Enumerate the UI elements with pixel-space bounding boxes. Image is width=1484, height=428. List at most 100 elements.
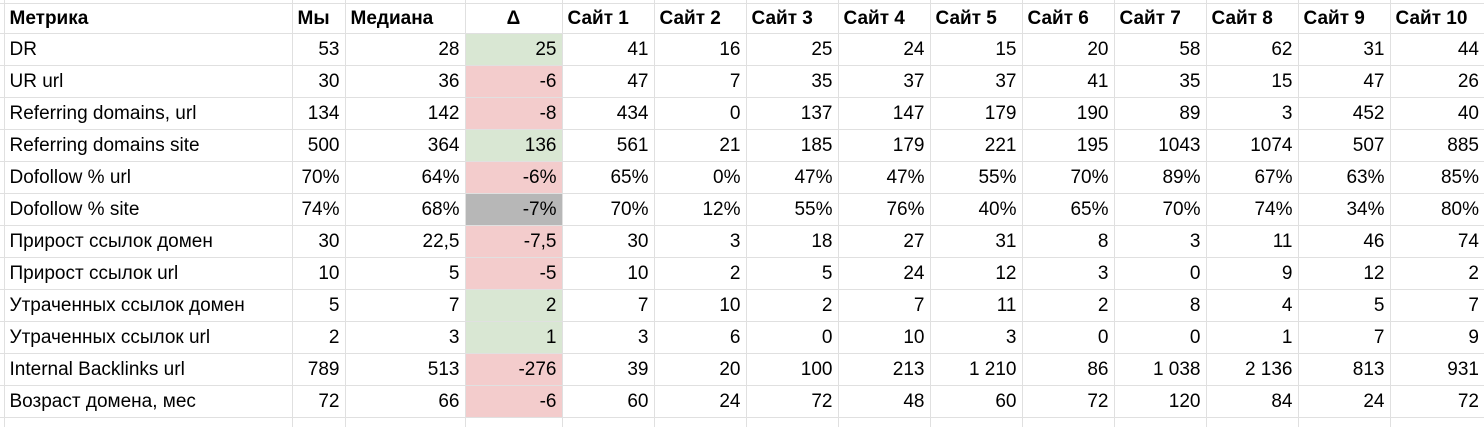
median-cell[interactable]: 22,5 bbox=[345, 225, 466, 258]
we-cell[interactable]: 74% bbox=[292, 193, 346, 226]
site-cell[interactable]: 62 bbox=[1206, 33, 1299, 66]
site-cell[interactable]: 60 bbox=[562, 385, 655, 418]
column-header-сайт-4[interactable]: Сайт 4 bbox=[838, 3, 931, 34]
we-cell[interactable]: 789 bbox=[292, 353, 346, 386]
column-header-сайт-6[interactable]: Сайт 6 bbox=[1022, 3, 1115, 34]
we-cell[interactable]: 72 bbox=[292, 385, 346, 418]
delta-cell[interactable]: -7% bbox=[465, 193, 563, 226]
column-header-сайт-8[interactable]: Сайт 8 bbox=[1206, 3, 1299, 34]
column-header-metric[interactable]: Метрика bbox=[4, 3, 293, 34]
site-cell[interactable]: 3 bbox=[1114, 225, 1207, 258]
site-cell[interactable]: 11 bbox=[930, 289, 1023, 322]
we-cell[interactable]: 2 bbox=[292, 321, 346, 354]
we-cell[interactable]: 500 bbox=[292, 129, 346, 162]
column-header-мы[interactable]: Мы bbox=[292, 3, 346, 34]
site-cell[interactable]: 70% bbox=[562, 193, 655, 226]
site-cell[interactable]: 74% bbox=[1206, 193, 1299, 226]
metric-cell[interactable]: Прирост ссылок url bbox=[4, 257, 293, 290]
site-cell[interactable]: 8 bbox=[1114, 289, 1207, 322]
we-cell[interactable]: 134 bbox=[292, 97, 346, 130]
site-cell[interactable]: 55% bbox=[930, 161, 1023, 194]
median-cell[interactable]: 142 bbox=[345, 97, 466, 130]
site-cell[interactable]: 44 bbox=[1390, 33, 1484, 66]
site-cell[interactable]: 21 bbox=[654, 129, 747, 162]
metric-cell[interactable]: Прирост ссылок домен bbox=[4, 225, 293, 258]
site-cell[interactable]: 47% bbox=[838, 161, 931, 194]
median-cell[interactable]: 513 bbox=[345, 353, 466, 386]
site-cell[interactable]: 1043 bbox=[1114, 129, 1207, 162]
site-cell[interactable]: 41 bbox=[1022, 65, 1115, 98]
site-cell[interactable]: 35 bbox=[746, 65, 839, 98]
site-cell[interactable]: 15 bbox=[930, 33, 1023, 66]
site-cell[interactable]: 20 bbox=[1022, 33, 1115, 66]
site-cell[interactable]: 0 bbox=[1114, 257, 1207, 290]
site-cell[interactable]: 1074 bbox=[1206, 129, 1299, 162]
metric-cell[interactable]: Возраст домена, мес bbox=[4, 385, 293, 418]
site-cell[interactable]: 147 bbox=[838, 97, 931, 130]
column-header-сайт-7[interactable]: Сайт 7 bbox=[1114, 3, 1207, 34]
site-cell[interactable]: 434 bbox=[562, 97, 655, 130]
site-cell[interactable]: 15 bbox=[1206, 65, 1299, 98]
site-cell[interactable]: 7 bbox=[1390, 289, 1484, 322]
site-cell[interactable]: 86 bbox=[1022, 353, 1115, 386]
site-cell[interactable]: 40% bbox=[930, 193, 1023, 226]
we-cell[interactable]: 53 bbox=[292, 33, 346, 66]
delta-cell[interactable]: 25 bbox=[465, 33, 563, 66]
column-header-сайт-9[interactable]: Сайт 9 bbox=[1298, 3, 1391, 34]
site-cell[interactable]: 76% bbox=[838, 193, 931, 226]
site-cell[interactable]: 34% bbox=[1298, 193, 1391, 226]
delta-cell[interactable]: -6 bbox=[465, 65, 563, 98]
we-cell[interactable]: 5 bbox=[292, 289, 346, 322]
site-cell[interactable]: 3 bbox=[1022, 257, 1115, 290]
site-cell[interactable]: 179 bbox=[930, 97, 1023, 130]
metric-cell[interactable]: Dofollow % site bbox=[4, 193, 293, 226]
site-cell[interactable]: 179 bbox=[838, 129, 931, 162]
site-cell[interactable]: 63% bbox=[1298, 161, 1391, 194]
site-cell[interactable]: 20 bbox=[654, 353, 747, 386]
site-cell[interactable]: 3 bbox=[654, 225, 747, 258]
delta-cell[interactable]: 136 bbox=[465, 129, 563, 162]
site-cell[interactable]: 58 bbox=[1114, 33, 1207, 66]
site-cell[interactable]: 11 bbox=[1206, 225, 1299, 258]
site-cell[interactable]: 70% bbox=[1022, 161, 1115, 194]
site-cell[interactable]: 24 bbox=[1298, 385, 1391, 418]
site-cell[interactable]: 3 bbox=[1206, 97, 1299, 130]
site-cell[interactable]: 3 bbox=[562, 321, 655, 354]
site-cell[interactable]: 10 bbox=[562, 257, 655, 290]
site-cell[interactable]: 31 bbox=[1298, 33, 1391, 66]
site-cell[interactable]: 84 bbox=[1206, 385, 1299, 418]
delta-cell[interactable]: -6% bbox=[465, 161, 563, 194]
site-cell[interactable]: 0 bbox=[1022, 321, 1115, 354]
site-cell[interactable]: 100 bbox=[746, 353, 839, 386]
delta-cell[interactable]: -7,5 bbox=[465, 225, 563, 258]
site-cell[interactable]: 31 bbox=[930, 225, 1023, 258]
median-cell[interactable]: 364 bbox=[345, 129, 466, 162]
metric-cell[interactable]: Internal Backlinks url bbox=[4, 353, 293, 386]
site-cell[interactable]: 24 bbox=[654, 385, 747, 418]
column-header-сайт-3[interactable]: Сайт 3 bbox=[746, 3, 839, 34]
site-cell[interactable]: 47 bbox=[562, 65, 655, 98]
we-cell[interactable]: 70% bbox=[292, 161, 346, 194]
site-cell[interactable]: 7 bbox=[838, 289, 931, 322]
metric-cell[interactable]: DR bbox=[4, 33, 293, 66]
site-cell[interactable]: 885 bbox=[1390, 129, 1484, 162]
site-cell[interactable]: 55% bbox=[746, 193, 839, 226]
column-header-сайт-1[interactable]: Сайт 1 bbox=[562, 3, 655, 34]
site-cell[interactable]: 85% bbox=[1390, 161, 1484, 194]
site-cell[interactable]: 27 bbox=[838, 225, 931, 258]
site-cell[interactable]: 2 bbox=[654, 257, 747, 290]
site-cell[interactable]: 10 bbox=[838, 321, 931, 354]
site-cell[interactable]: 195 bbox=[1022, 129, 1115, 162]
site-cell[interactable]: 9 bbox=[1390, 321, 1484, 354]
metric-cell[interactable]: Referring domains, url bbox=[4, 97, 293, 130]
delta-cell[interactable]: -276 bbox=[465, 353, 563, 386]
site-cell[interactable]: 41 bbox=[562, 33, 655, 66]
site-cell[interactable]: 12 bbox=[1298, 257, 1391, 290]
site-cell[interactable]: 5 bbox=[1298, 289, 1391, 322]
column-header-сайт-2[interactable]: Сайт 2 bbox=[654, 3, 747, 34]
site-cell[interactable]: 48 bbox=[838, 385, 931, 418]
site-cell[interactable]: 5 bbox=[746, 257, 839, 290]
site-cell[interactable]: 120 bbox=[1114, 385, 1207, 418]
delta-cell[interactable]: -6 bbox=[465, 385, 563, 418]
site-cell[interactable]: 7 bbox=[654, 65, 747, 98]
